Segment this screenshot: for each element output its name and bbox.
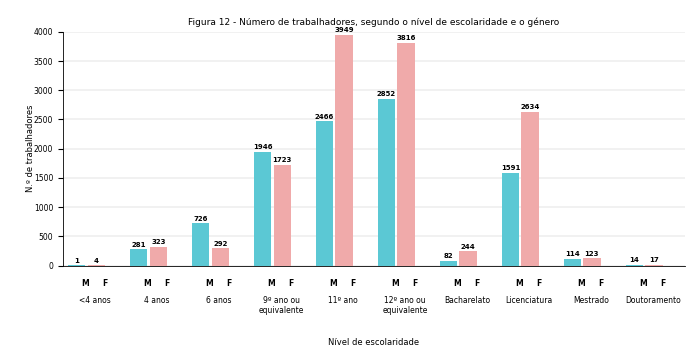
Text: <4 anos: <4 anos [79, 296, 111, 305]
Bar [440, 261, 457, 266]
Text: M: M [391, 279, 399, 289]
Text: 114: 114 [565, 251, 579, 257]
Text: 3949: 3949 [334, 27, 354, 33]
Text: 14: 14 [629, 257, 639, 263]
Bar [502, 172, 519, 266]
Text: 123: 123 [584, 251, 599, 257]
Bar [130, 249, 147, 266]
Bar [254, 152, 271, 266]
Text: 2852: 2852 [377, 91, 396, 97]
Bar [563, 259, 581, 266]
Text: 281: 281 [131, 242, 146, 248]
Text: Licenciatura: Licenciatura [505, 296, 552, 305]
Text: 12º ano ou
equivalente: 12º ano ou equivalente [382, 296, 428, 315]
Bar [336, 35, 353, 266]
Bar [459, 251, 477, 266]
Text: 2466: 2466 [315, 114, 334, 120]
Text: 1: 1 [74, 258, 79, 264]
Text: 323: 323 [151, 239, 166, 245]
Text: F: F [412, 279, 417, 289]
Text: 3816: 3816 [396, 35, 416, 41]
Text: F: F [536, 279, 541, 289]
Text: F: F [350, 279, 355, 289]
Text: 1723: 1723 [273, 158, 292, 164]
Text: 6 anos: 6 anos [206, 296, 232, 305]
Text: M: M [577, 279, 585, 289]
Text: F: F [288, 279, 294, 289]
Text: F: F [164, 279, 170, 289]
Bar [626, 265, 643, 266]
Text: 82: 82 [444, 253, 453, 259]
Text: Mestrado: Mestrado [573, 296, 609, 305]
Bar [192, 223, 209, 266]
Text: M: M [143, 279, 151, 289]
Text: F: F [226, 279, 231, 289]
Text: F: F [598, 279, 603, 289]
Text: 1591: 1591 [500, 165, 520, 171]
Text: M: M [453, 279, 461, 289]
Bar [273, 165, 291, 266]
Text: 292: 292 [213, 241, 227, 247]
Text: 1946: 1946 [253, 144, 273, 150]
Y-axis label: N.º de trabalhadores: N.º de trabalhadores [27, 105, 36, 193]
Bar [316, 121, 333, 266]
Bar [645, 264, 663, 266]
Text: M: M [206, 279, 213, 289]
Bar [150, 247, 167, 266]
Title: Figura 12 - Número de trabalhadores, segundo o nível de escolaridade e o género: Figura 12 - Número de trabalhadores, seg… [188, 17, 560, 27]
Text: 2634: 2634 [520, 104, 540, 110]
Text: Bacharelato: Bacharelato [444, 296, 490, 305]
Bar [378, 99, 395, 266]
Text: 11º ano: 11º ano [328, 296, 358, 305]
Text: M: M [329, 279, 337, 289]
Text: 9º ano ou
equivalente: 9º ano ou equivalente [259, 296, 304, 315]
Text: M: M [82, 279, 89, 289]
Bar [212, 249, 229, 266]
Text: F: F [474, 279, 480, 289]
Bar [583, 258, 600, 266]
Bar [521, 112, 539, 266]
Text: 17: 17 [649, 257, 658, 263]
Text: M: M [639, 279, 647, 289]
Text: 726: 726 [194, 216, 208, 222]
Text: F: F [660, 279, 665, 289]
Text: 244: 244 [461, 244, 475, 250]
Text: 4: 4 [94, 258, 99, 264]
Text: M: M [515, 279, 523, 289]
Bar [398, 42, 415, 266]
Text: Doutoramento: Doutoramento [625, 296, 681, 305]
Text: Nível de escolaridade: Nível de escolaridade [329, 338, 419, 347]
Text: F: F [102, 279, 108, 289]
Text: 4 anos: 4 anos [145, 296, 170, 305]
Text: M: M [268, 279, 275, 289]
